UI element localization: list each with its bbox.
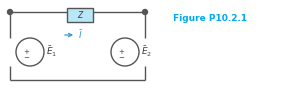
Text: $\bar{E}_2$: $\bar{E}_2$ xyxy=(141,45,152,59)
Text: Figure P10.2.1: Figure P10.2.1 xyxy=(173,14,247,23)
Text: −: − xyxy=(23,55,29,61)
Text: $\bar{I}$: $\bar{I}$ xyxy=(78,29,83,41)
Text: +: + xyxy=(23,49,29,55)
Text: $\bar{E}_1$: $\bar{E}_1$ xyxy=(46,45,57,59)
FancyBboxPatch shape xyxy=(67,8,93,22)
Text: +: + xyxy=(118,49,124,55)
Text: Z: Z xyxy=(77,11,83,19)
Circle shape xyxy=(143,9,147,14)
Circle shape xyxy=(8,9,12,14)
Text: −: − xyxy=(118,55,124,61)
